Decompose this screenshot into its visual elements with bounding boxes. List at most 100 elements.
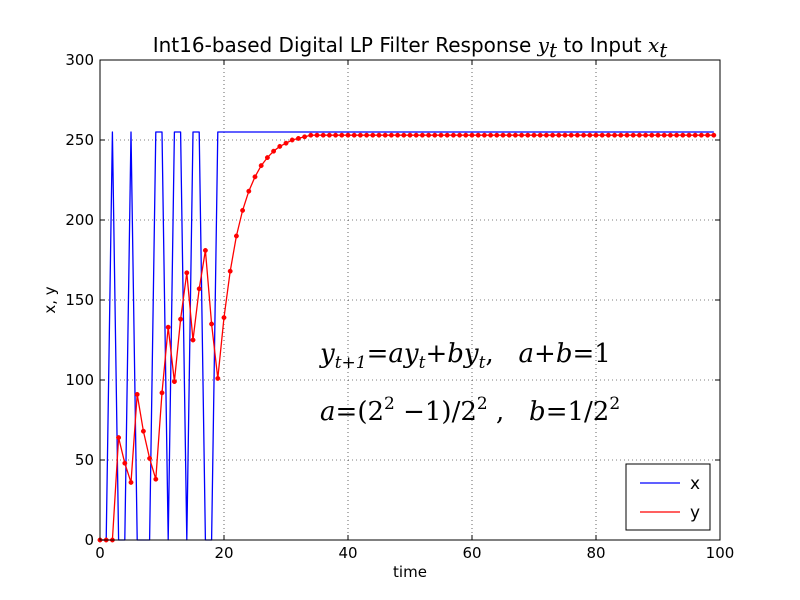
legend-box	[625, 463, 711, 531]
series-y-point	[506, 132, 512, 138]
series-y-point	[519, 132, 525, 138]
eq1-ay-sub: t	[419, 353, 426, 373]
series-y-point	[605, 132, 611, 138]
legend: x y	[625, 463, 711, 531]
series-y-point	[140, 428, 146, 434]
series-y-point	[674, 132, 680, 138]
series-y-point	[494, 132, 500, 138]
series-y-point	[593, 132, 599, 138]
eq1-y: y	[319, 339, 335, 369]
series-y-point	[705, 132, 711, 138]
chart-title: Int16-based Digital LP Filter Response y…	[153, 33, 668, 62]
series-y-point	[525, 132, 531, 138]
series-y-point	[550, 132, 556, 138]
series-y-point	[407, 132, 413, 138]
series-y-point	[202, 247, 208, 253]
series-y-point	[196, 286, 202, 292]
eq1-plus: +	[425, 339, 447, 369]
series-y-point	[302, 134, 308, 140]
equation-line-1: yt+1=ayt+byt, a+b=1	[319, 339, 611, 373]
series-y-point	[649, 132, 655, 138]
chart-title-x: x	[648, 33, 659, 57]
series-y-point	[227, 268, 233, 274]
series-y-point	[382, 132, 388, 138]
eq2-eq: =	[336, 397, 358, 427]
eq2-sup3: 2	[609, 394, 620, 414]
series-y-point	[395, 132, 401, 138]
series-y-point	[116, 435, 122, 441]
eq1-by: by	[447, 339, 479, 369]
series-y-point	[388, 132, 394, 138]
series-y-point	[258, 163, 264, 169]
series-y-point	[655, 132, 661, 138]
series-y-point	[562, 132, 568, 138]
eq1-eq: =	[367, 339, 389, 369]
series-y-point	[661, 132, 667, 138]
eq2-sup1: 2	[384, 394, 395, 414]
series-y-point	[277, 143, 283, 149]
eq2-sup2: 2	[477, 394, 488, 414]
series-y-point	[320, 132, 326, 138]
equation-line-2: a=(22 −1)/22 , b=1/22	[320, 394, 620, 427]
y-tick-label: 100	[65, 371, 94, 389]
grid-layer	[100, 60, 720, 540]
plot-frame	[99, 59, 721, 541]
series-y-point	[488, 132, 494, 138]
series-y-point	[469, 132, 475, 138]
series-y-point	[667, 132, 673, 138]
series-y-point	[364, 132, 370, 138]
series-y-line	[100, 134, 714, 541]
series-y-point	[271, 148, 277, 154]
series-y-point	[209, 321, 215, 327]
x-tick-label: 0	[95, 544, 105, 562]
series-y-point	[215, 375, 221, 381]
y-tick-label: 50	[75, 451, 94, 469]
series-y-point	[171, 379, 177, 385]
series-y-point	[153, 476, 159, 482]
series-y-point	[221, 315, 227, 321]
chart-title-y: y	[537, 33, 550, 57]
series-y-point	[568, 132, 574, 138]
series-y-point	[599, 132, 605, 138]
series-y-point	[134, 391, 140, 397]
series-y-point	[432, 132, 438, 138]
series-y-point	[339, 132, 345, 138]
series-y-point	[370, 132, 376, 138]
x-tick-label: 60	[462, 544, 481, 562]
series-y-point	[122, 460, 128, 466]
series-y-point	[624, 132, 630, 138]
series-y-point	[556, 132, 562, 138]
series-y-point	[357, 132, 363, 138]
eq1-plus2: +	[534, 339, 556, 369]
eq1-eq2: =	[572, 339, 594, 369]
series-y-point	[450, 132, 456, 138]
series-y-point	[401, 132, 407, 138]
x-tick-label: 40	[338, 544, 357, 562]
series-y-point	[618, 132, 624, 138]
eq1-comma: ,	[485, 339, 518, 369]
series-y-point	[252, 174, 258, 180]
chart-title-x-sub: t	[659, 38, 668, 62]
series-y-point	[165, 324, 171, 330]
series-y-point	[680, 132, 686, 138]
series-y-point	[376, 132, 382, 138]
eq1-ay: ay	[388, 339, 419, 369]
series-y-point	[308, 132, 314, 138]
y-tick-label: 300	[65, 51, 94, 69]
series-y-point	[419, 132, 425, 138]
eq1-y-sub: t+1	[335, 353, 367, 373]
series-y-point	[128, 479, 134, 485]
eq1-one: 1	[594, 339, 611, 369]
series-y-point	[543, 132, 549, 138]
eq2-paren: (2	[357, 397, 384, 427]
series-y-point	[345, 132, 351, 138]
series-y-point	[531, 132, 537, 138]
y-axis-label: x, y	[41, 286, 59, 313]
series-y-point	[351, 132, 357, 138]
series-y-point	[444, 132, 450, 138]
series-y-point	[643, 132, 649, 138]
series-y-point	[692, 132, 698, 138]
eq2-comma: ,	[488, 397, 529, 427]
x-tick-label: 100	[706, 544, 735, 562]
